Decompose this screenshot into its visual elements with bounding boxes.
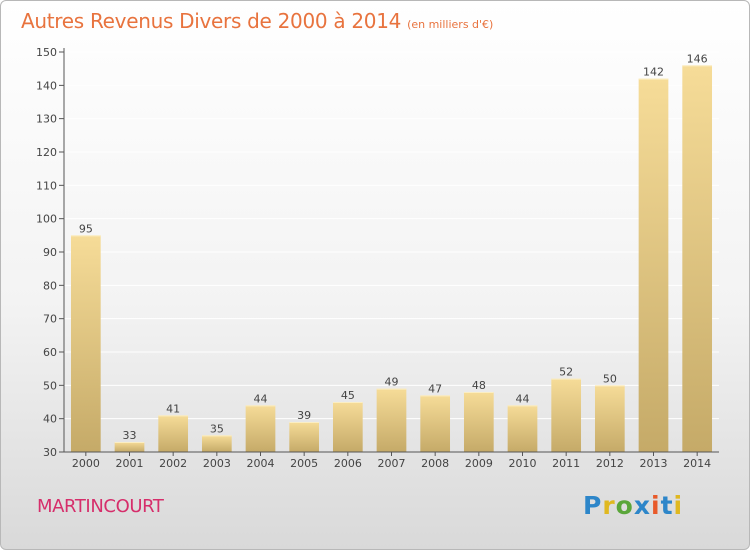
- chart-title: Autres Revenus Divers de 2000 à 2014: [21, 9, 402, 33]
- y-tick-label: 70: [43, 313, 57, 326]
- bar: [638, 78, 669, 453]
- y-tick-label: 30: [43, 446, 57, 459]
- y-tick-label: 130: [36, 113, 57, 126]
- data-label: 142: [643, 66, 664, 79]
- data-label: 52: [559, 366, 573, 379]
- bar: [332, 402, 363, 452]
- data-label: 95: [79, 222, 93, 235]
- x-tick-label: 2001: [116, 457, 144, 470]
- data-label: 44: [254, 392, 268, 405]
- data-label: 48: [472, 379, 486, 392]
- bar: [420, 395, 451, 452]
- bar: [682, 65, 713, 452]
- y-tick-label: 150: [36, 46, 57, 59]
- proxiti-logo: Proxiti: [583, 491, 683, 520]
- bar: [594, 385, 625, 452]
- data-label: 35: [210, 422, 224, 435]
- bars: [70, 65, 713, 453]
- data-label: 47: [428, 382, 442, 395]
- y-tick-label: 40: [43, 413, 57, 426]
- logo-letter: t: [660, 491, 674, 520]
- data-label: 146: [687, 52, 708, 65]
- y-tick-label: 110: [36, 179, 57, 192]
- logo-letter: P: [583, 491, 603, 520]
- data-label: 33: [123, 429, 137, 442]
- logo-letter: r: [602, 491, 616, 520]
- logo-letter: x: [633, 491, 651, 520]
- data-label: 39: [297, 409, 311, 422]
- bar: [114, 442, 145, 452]
- y-tick-label: 100: [36, 213, 57, 226]
- x-tick-label: 2008: [421, 457, 449, 470]
- y-tick-labels: 30 40 50 60 70 80 90 100 110 120 130 140 150: [36, 46, 57, 459]
- x-tick-label: 2006: [334, 457, 362, 470]
- bar: [463, 392, 494, 452]
- x-tick-label: 2007: [378, 457, 406, 470]
- x-tick-label: 2002: [159, 457, 187, 470]
- data-label: 45: [341, 389, 355, 402]
- data-label: 41: [166, 402, 180, 415]
- title-line: Autres Revenus Divers de 2000 à 2014 (en …: [21, 9, 493, 33]
- bar: [158, 415, 189, 452]
- bar: [551, 378, 582, 452]
- bar: [201, 435, 232, 452]
- y-tick-label: 80: [43, 279, 57, 292]
- x-tick-label: 2003: [203, 457, 231, 470]
- y-tick-label: 90: [43, 246, 57, 259]
- bar: [245, 405, 276, 452]
- logo-letter: i: [673, 491, 684, 520]
- y-tick-label: 50: [43, 379, 57, 392]
- chart-subtitle: (en milliers d'€): [407, 18, 494, 31]
- x-tick-labels: 2000 2001 2002 2003 2004 2005 2006 2007 2008 2009…: [72, 457, 711, 470]
- grid-lines: [64, 51, 719, 420]
- y-tick-label: 120: [36, 146, 57, 159]
- x-tick-label: 2005: [290, 457, 318, 470]
- x-tick-label: 2014: [683, 457, 711, 470]
- data-label: 44: [516, 392, 530, 405]
- logo-letter: o: [615, 491, 634, 520]
- x-tick-label: 2004: [247, 457, 275, 470]
- data-label: 50: [603, 372, 617, 385]
- value-labels: 95 33 41 35 44 39 45 49 47 48 44 52 50 142 146: [79, 52, 708, 442]
- y-tick-label: 60: [43, 346, 57, 359]
- bar: [376, 388, 407, 452]
- data-label: 49: [385, 376, 399, 389]
- x-tick-label: 2000: [72, 457, 100, 470]
- bar: [507, 405, 538, 452]
- bar: [70, 235, 101, 452]
- axes: [59, 48, 719, 456]
- y-tick-label: 140: [36, 79, 57, 92]
- commune-name: MARTINCOURT: [37, 496, 164, 517]
- x-tick-label: 2010: [509, 457, 537, 470]
- bar: [289, 422, 320, 452]
- x-tick-label: 2012: [596, 457, 624, 470]
- x-tick-label: 2011: [552, 457, 580, 470]
- x-tick-label: 2009: [465, 457, 493, 470]
- logo-letter: i: [651, 491, 661, 520]
- x-tick-label: 2013: [640, 457, 668, 470]
